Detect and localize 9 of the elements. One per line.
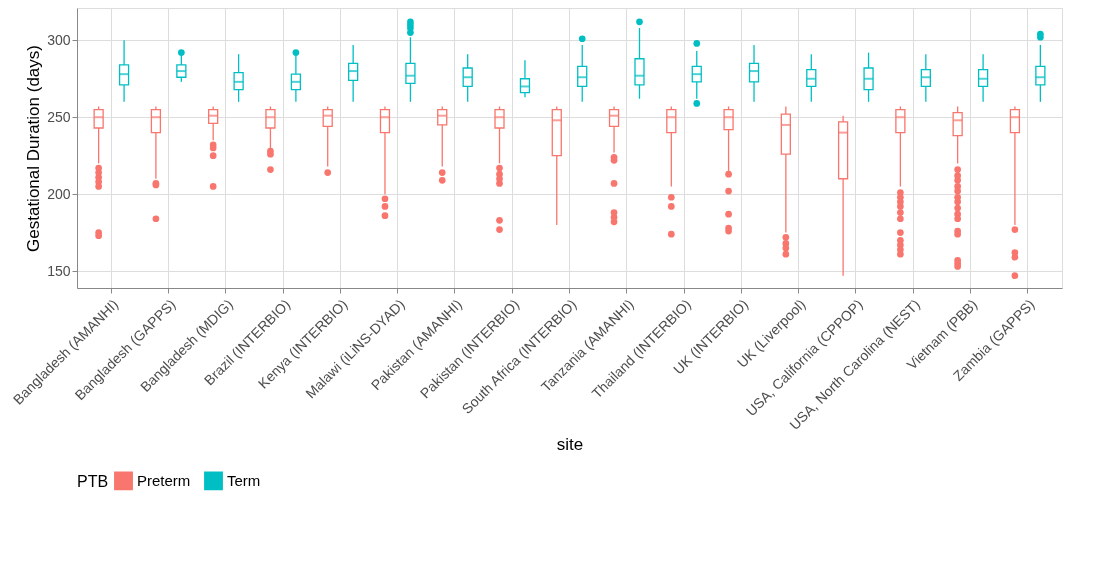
y-tick-label: 200 <box>47 185 71 202</box>
y-axis-title: Gestational Duration (days) <box>24 45 44 252</box>
y-tick-label: 300 <box>47 31 71 48</box>
legend-title: PTB <box>77 473 109 490</box>
legend-label: Preterm <box>137 471 191 489</box>
x-axis-title: site <box>556 434 584 454</box>
legend-label: Term <box>227 471 261 489</box>
y-tick-label: 250 <box>47 108 71 125</box>
y-tick-label: 150 <box>47 262 71 279</box>
